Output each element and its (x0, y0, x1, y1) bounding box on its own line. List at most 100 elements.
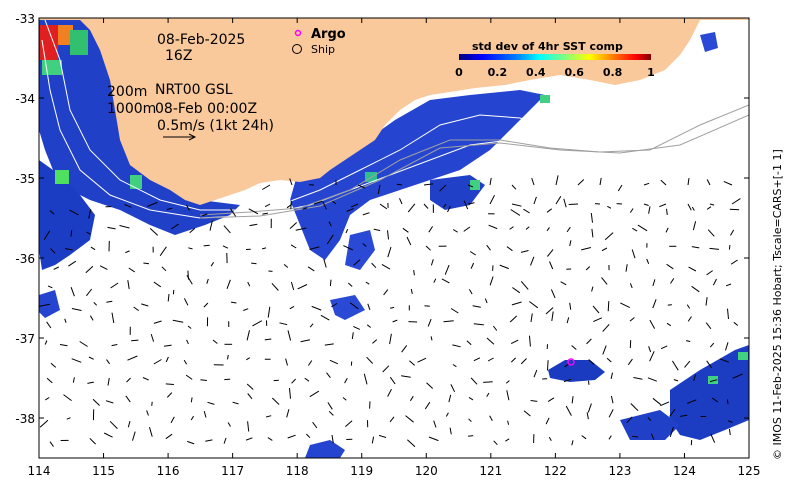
current-vector (687, 203, 692, 211)
current-vector (71, 358, 82, 363)
current-vector (709, 203, 715, 206)
current-vector (602, 323, 610, 332)
current-vector (331, 434, 334, 444)
lat-tick-label: -37 (15, 332, 35, 346)
current-vector (448, 394, 452, 403)
current-vector (223, 225, 231, 234)
current-vector (733, 321, 739, 326)
current-vector (666, 208, 668, 215)
current-vector (463, 200, 469, 210)
current-vector (105, 400, 114, 404)
current-vector (593, 317, 603, 323)
current-vector (637, 224, 648, 232)
ship-legend-icon (292, 44, 302, 54)
current-vector (649, 351, 655, 362)
lat-tick-label: -33 (15, 12, 35, 26)
current-vector (313, 200, 323, 205)
current-vector (209, 220, 213, 231)
current-vector (286, 203, 293, 209)
current-vector (433, 420, 437, 428)
current-vector (732, 373, 743, 379)
current-vector (731, 198, 741, 205)
current-vector (311, 305, 322, 311)
current-vector (327, 402, 333, 410)
current-vector (109, 420, 118, 429)
current-vector (591, 228, 594, 238)
current-vector (687, 178, 690, 186)
current-vector (227, 422, 231, 427)
current-vector (183, 359, 188, 365)
current-vector (66, 417, 71, 420)
current-vector (50, 362, 57, 368)
current-vector (486, 337, 495, 345)
current-vector (666, 322, 672, 327)
colorbar-ticks: 0 0.2 0.4 0.6 0.8 1 (455, 66, 655, 79)
current-vector (324, 343, 334, 346)
current-vector (520, 280, 529, 290)
current-vector (287, 434, 296, 439)
current-vector (362, 243, 367, 247)
current-vector (728, 428, 731, 436)
current-vector (89, 437, 96, 445)
current-vector (463, 226, 471, 232)
current-vector (309, 390, 320, 398)
current-vector (727, 308, 729, 320)
current-vector (473, 323, 484, 326)
current-vector (629, 283, 633, 289)
current-vector (349, 302, 359, 310)
current-vector (670, 278, 675, 284)
current-vector (643, 182, 650, 186)
current-vector (328, 221, 332, 227)
current-vector (470, 262, 475, 269)
current-vector (371, 436, 375, 444)
current-vector (530, 400, 538, 402)
current-vector (79, 341, 88, 347)
current-vector (39, 419, 49, 428)
current-vector (626, 416, 633, 424)
current-vector (287, 330, 292, 341)
current-vector (267, 306, 271, 318)
colorbar-tick-label: 0 (455, 66, 463, 79)
current-vector (307, 360, 313, 366)
current-vector (423, 203, 429, 209)
current-vector (205, 439, 213, 442)
current-vector (230, 301, 237, 304)
current-vector (326, 234, 334, 245)
current-vector (707, 229, 715, 237)
current-vector (550, 289, 556, 299)
current-vector (725, 283, 732, 287)
current-vector (728, 244, 731, 250)
current-vector (322, 201, 327, 210)
current-vector (666, 263, 674, 270)
current-vector (367, 303, 371, 310)
current-vector (428, 436, 439, 442)
current-vector (251, 262, 257, 265)
current-vector (377, 184, 381, 195)
current-vector (617, 184, 623, 192)
current-vector (399, 198, 403, 205)
current-vector (50, 248, 56, 254)
current-vector (407, 439, 416, 448)
current-vector (571, 396, 574, 404)
current-vector (723, 180, 733, 186)
lon-tick-label: 124 (673, 464, 696, 478)
current-vector (362, 212, 370, 216)
current-vector (383, 289, 389, 296)
current-vector (331, 303, 338, 308)
current-vector (88, 209, 92, 219)
current-vector (709, 342, 715, 348)
current-vector (46, 377, 53, 384)
current-vector (289, 178, 293, 186)
current-vector (373, 228, 381, 232)
current-vector (488, 224, 498, 230)
plot-frame (38, 17, 750, 459)
current-vector (427, 318, 432, 327)
current-vector (93, 302, 98, 306)
current-vector (492, 325, 498, 331)
current-vector (143, 262, 150, 265)
current-vector (625, 264, 628, 272)
current-vector (449, 427, 452, 435)
current-vector (509, 315, 518, 323)
current-vector (153, 320, 162, 324)
current-vector (271, 282, 279, 291)
